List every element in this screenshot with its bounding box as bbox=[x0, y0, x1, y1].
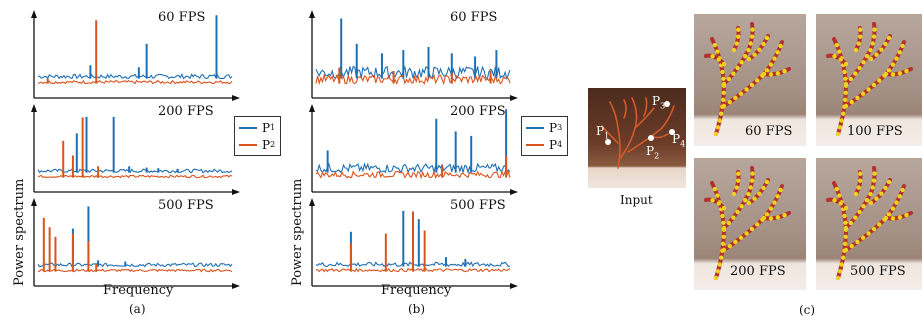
panel-b-xlabel: Frequency bbox=[381, 283, 452, 298]
input-label: Input bbox=[620, 193, 653, 207]
series-P4-line bbox=[315, 73, 511, 86]
point-label-p3: P3 bbox=[652, 94, 666, 111]
panel-a-xlabel: Frequency bbox=[103, 283, 174, 298]
x-axis-arrow bbox=[232, 283, 240, 289]
plot-a2-title: 200 FPS bbox=[158, 104, 214, 119]
y-axis-arrow bbox=[31, 104, 37, 112]
series-P1-line bbox=[37, 262, 233, 268]
point-label-p1: P1 bbox=[596, 124, 610, 141]
series-P2-line bbox=[37, 79, 233, 85]
x-axis-arrow bbox=[510, 283, 518, 289]
spectrum-plot-1 bbox=[31, 10, 240, 101]
result-photo-60 bbox=[694, 14, 806, 146]
y-axis-arrow bbox=[309, 10, 315, 18]
coral-result-icon bbox=[704, 166, 791, 281]
series-P4-line bbox=[315, 169, 511, 180]
series-P3-line bbox=[315, 65, 511, 81]
x-axis-arrow bbox=[232, 189, 240, 195]
panel-b-ylabel: Power spectrum bbox=[290, 178, 305, 286]
result-label-60: 60 FPS bbox=[745, 124, 793, 139]
result-label-100: 100 FPS bbox=[847, 124, 903, 139]
y-axis-arrow bbox=[31, 198, 37, 206]
series-P2-line bbox=[38, 174, 233, 179]
x-axis-arrow bbox=[510, 189, 518, 195]
plot-a1-title: 60 FPS bbox=[158, 10, 206, 25]
coral-result-icon bbox=[826, 22, 913, 137]
series-P2-line bbox=[37, 268, 233, 273]
plot-b2-title: 200 FPS bbox=[450, 104, 506, 119]
point-label-p2: P2 bbox=[646, 144, 660, 161]
result-photo-500 bbox=[816, 158, 922, 290]
result-label-500: 500 FPS bbox=[850, 264, 906, 279]
result-photo-200 bbox=[694, 158, 806, 290]
input-photo: P1 P2 P3 P4 bbox=[588, 88, 686, 188]
series-P1-line bbox=[37, 168, 233, 174]
spectrum-plot-2 bbox=[31, 104, 240, 195]
point-label-p4: P4 bbox=[672, 132, 686, 149]
panel-a-ylabel: Power spectrum bbox=[12, 178, 27, 286]
x-axis-arrow bbox=[510, 95, 518, 101]
panel-a-caption: (a) bbox=[129, 302, 146, 316]
spectrum-plot-5 bbox=[309, 104, 518, 195]
x-axis-arrow bbox=[232, 95, 240, 101]
result-photo-100 bbox=[816, 14, 922, 146]
spectrum-plot-6 bbox=[309, 198, 518, 289]
panel-b-caption: (b) bbox=[408, 302, 426, 316]
y-axis-arrow bbox=[309, 104, 315, 112]
y-axis-arrow bbox=[309, 198, 315, 206]
plot-b1-title: 60 FPS bbox=[450, 10, 498, 25]
plot-a3-title: 500 FPS bbox=[158, 198, 214, 213]
coral-result-icon bbox=[704, 22, 791, 137]
spectrum-plot-3 bbox=[31, 198, 240, 289]
coral-input-icon bbox=[601, 97, 675, 169]
result-label-200: 200 FPS bbox=[730, 264, 786, 279]
spectrum-plot-4 bbox=[309, 10, 518, 101]
panel-c-caption: (c) bbox=[799, 303, 816, 317]
plot-b3-title: 500 FPS bbox=[450, 198, 506, 213]
series-P1-line bbox=[37, 73, 233, 80]
coral-result-icon bbox=[826, 166, 913, 281]
y-axis-arrow bbox=[31, 10, 37, 18]
series-P3-line bbox=[315, 162, 511, 175]
